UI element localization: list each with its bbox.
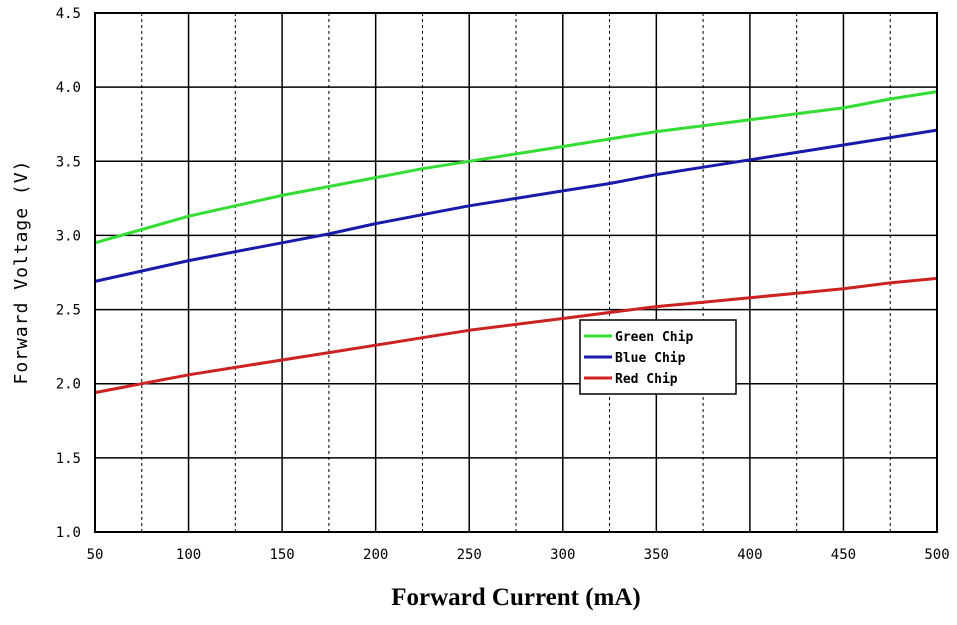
series-line-red-chip (94, 276, 938, 395)
x-tick-label: 200 (363, 547, 388, 563)
legend: Green Chip Blue Chip Red Chip (579, 319, 737, 395)
x-tick-label: 250 (457, 547, 482, 563)
y-tick-label: 2.5 (56, 303, 81, 319)
x-tick-label: 450 (831, 547, 856, 563)
grid-minor-lines (141, 13, 891, 532)
x-tick-label: 150 (269, 547, 294, 563)
x-tick-label: 100 (176, 547, 201, 563)
x-tick-label: 50 (87, 547, 104, 563)
y-tick-label: 2.0 (56, 377, 81, 393)
grid-major-lines (95, 13, 937, 532)
y-tick-label: 3.5 (56, 154, 81, 170)
y-tick-label: 4.5 (56, 6, 81, 22)
y-tick-label: 1.5 (56, 451, 81, 467)
y-tick-label: 3.0 (56, 228, 81, 244)
legend-label: Green Chip (615, 330, 693, 345)
x-tick-label: 400 (737, 547, 762, 563)
y-tick-label: 1.0 (56, 525, 81, 541)
x-tick-labels: 50 100 150 200 250 300 350 400 450 500 (87, 547, 950, 563)
legend-box (579, 319, 737, 395)
legend-label: Blue Chip (615, 351, 686, 366)
series-line-blue-chip (94, 128, 938, 283)
y-tick-label: 4.0 (56, 80, 81, 96)
series-layer (94, 90, 938, 395)
x-tick-label: 350 (644, 547, 669, 563)
legend-label: Red Chip (615, 372, 678, 387)
plot-frame (94, 12, 938, 533)
x-axis-label: Forward Current (mA) (391, 584, 640, 611)
y-axis-label: Forward Voltage (V) (11, 160, 32, 385)
y-tick-labels: 1.0 1.5 2.0 2.5 3.0 3.5 4.0 4.5 (56, 6, 81, 541)
series-line-green-chip (94, 90, 938, 245)
x-tick-label: 500 (924, 547, 949, 563)
x-tick-label: 300 (550, 547, 575, 563)
